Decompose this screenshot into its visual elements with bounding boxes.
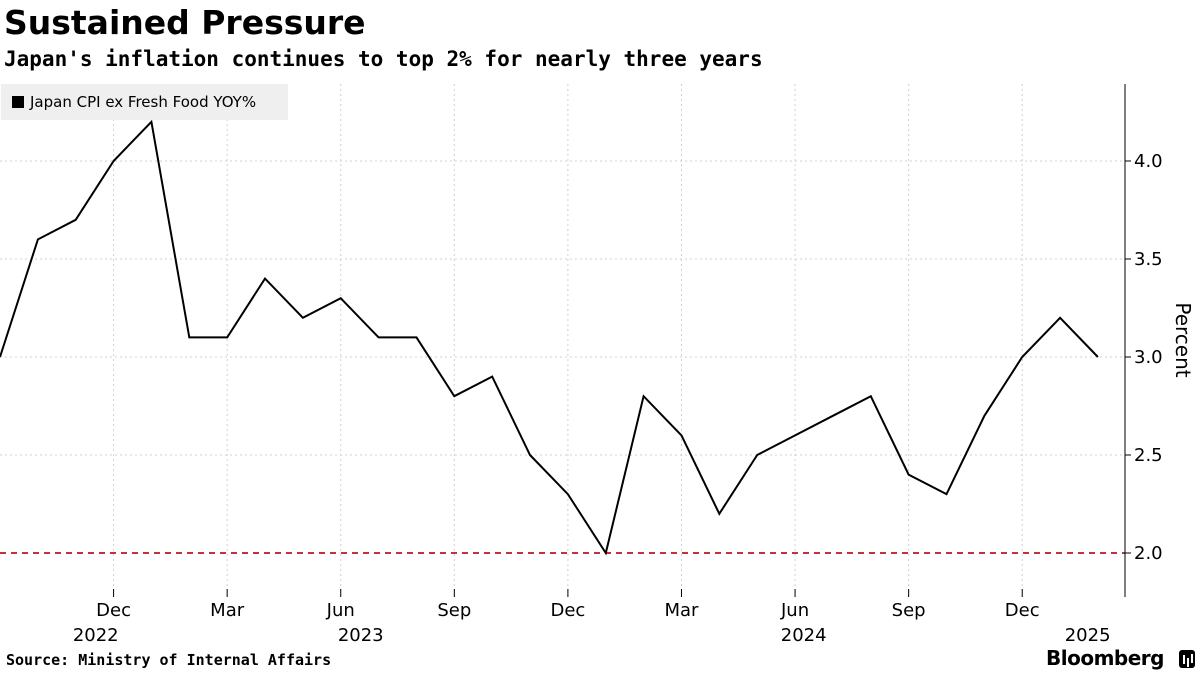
data-point <box>338 296 343 301</box>
data-point <box>528 453 533 458</box>
data-point <box>111 159 116 164</box>
legend-label: Japan CPI ex Fresh Food YOY% <box>30 93 257 111</box>
y-tick-label: 2.5 <box>1134 445 1163 466</box>
data-point <box>603 551 608 556</box>
y-axis-ticks: 2.0 2.5 3.0 3.5 4.0 <box>1125 151 1163 564</box>
x-tick-label: Mar <box>664 600 699 621</box>
x-tick-label: Sep <box>437 600 471 621</box>
brand-logo: Bloomberg <box>1046 646 1164 670</box>
y-tick-label: 3.0 <box>1134 347 1163 368</box>
data-point <box>73 217 78 222</box>
y-tick-label: 2.0 <box>1134 543 1163 564</box>
data-point <box>1020 355 1025 360</box>
data-point <box>300 315 305 320</box>
gridlines <box>0 84 1125 597</box>
data-point <box>755 453 760 458</box>
data-point <box>717 511 722 516</box>
series-line-cpi <box>0 119 1099 556</box>
y-tick-label: 4.0 <box>1134 151 1163 172</box>
chart-title: Sustained Pressure <box>4 3 366 42</box>
data-point <box>982 413 987 418</box>
x-year-label: 2023 <box>338 625 384 646</box>
y-axis-label: Percent <box>1171 302 1195 377</box>
data-point <box>565 492 570 497</box>
x-tick-label: Dec <box>550 600 585 621</box>
x-tick-label: Dec <box>1005 600 1040 621</box>
data-points <box>0 119 1100 555</box>
data-point <box>149 119 154 124</box>
data-point <box>944 492 949 497</box>
data-point <box>1058 315 1063 320</box>
x-year-label: 2024 <box>781 625 827 646</box>
x-tick-label: Mar <box>210 600 245 621</box>
data-point <box>35 237 40 242</box>
data-point <box>641 394 646 399</box>
data-point <box>376 335 381 340</box>
data-point <box>906 472 911 477</box>
x-axis-ticks: Dec Mar Jun Sep Dec Mar Jun Sep Dec 2022 2023 2024 2… <box>73 589 1111 646</box>
data-point <box>225 335 230 340</box>
data-point <box>187 335 192 340</box>
data-point <box>679 433 684 438</box>
legend-swatch <box>12 96 24 108</box>
bloomberg-chart-icon <box>1179 650 1195 668</box>
x-tick-label: Jun <box>326 600 355 621</box>
x-tick-label: Jun <box>780 600 809 621</box>
data-point <box>793 433 798 438</box>
y-tick-label: 3.5 <box>1134 249 1163 270</box>
data-point <box>414 335 419 340</box>
data-point <box>868 394 873 399</box>
data-point <box>1095 355 1100 360</box>
data-point <box>0 355 3 360</box>
data-point <box>490 374 495 379</box>
chart-subtitle: Japan's inflation continues to top 2% fo… <box>4 47 763 71</box>
x-tick-label: Sep <box>892 600 926 621</box>
data-point <box>263 276 268 281</box>
x-year-label: 2025 <box>1065 625 1111 646</box>
x-year-label: 2022 <box>73 625 119 646</box>
x-tick-label: Dec <box>96 600 131 621</box>
data-point <box>830 413 835 418</box>
legend: Japan CPI ex Fresh Food YOY% <box>1 84 288 120</box>
data-point <box>452 394 457 399</box>
source-note: Source: Ministry of Internal Affairs <box>6 651 332 669</box>
